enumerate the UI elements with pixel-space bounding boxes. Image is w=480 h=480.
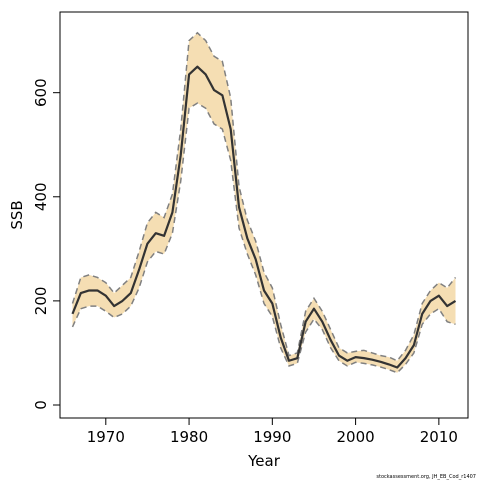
y-axis: 0 200 400 600 [32, 78, 60, 410]
plot-frame [59, 11, 469, 419]
x-tick-label-2010: 2010 [420, 428, 458, 446]
confidence-band [72, 32, 456, 373]
confidence-band-layer [72, 32, 456, 373]
y-tick-label-600: 600 [32, 78, 50, 107]
source-credit: stockassessment.org, JH_EB_Cod_r1407 [376, 474, 476, 480]
y-tick-label-0: 0 [32, 400, 50, 410]
x-axis-title: Year [247, 452, 281, 470]
ssb-estimate-line [71, 65, 457, 369]
x-tick-label-1970: 1970 [87, 428, 125, 446]
x-axis: 1970 1980 1990 2000 2010 [87, 418, 458, 446]
x-tick-label-2000: 2000 [336, 428, 374, 446]
x-tick-label-1990: 1990 [253, 428, 291, 446]
upper-bound-line [71, 31, 457, 362]
lower-bound-line [71, 102, 456, 374]
y-axis-title: SSB [8, 200, 26, 229]
y-tick-label-400: 400 [32, 182, 50, 211]
series-layer [71, 31, 457, 374]
x-tick-label-1980: 1980 [170, 428, 208, 446]
y-tick-label-200: 200 [32, 287, 50, 316]
